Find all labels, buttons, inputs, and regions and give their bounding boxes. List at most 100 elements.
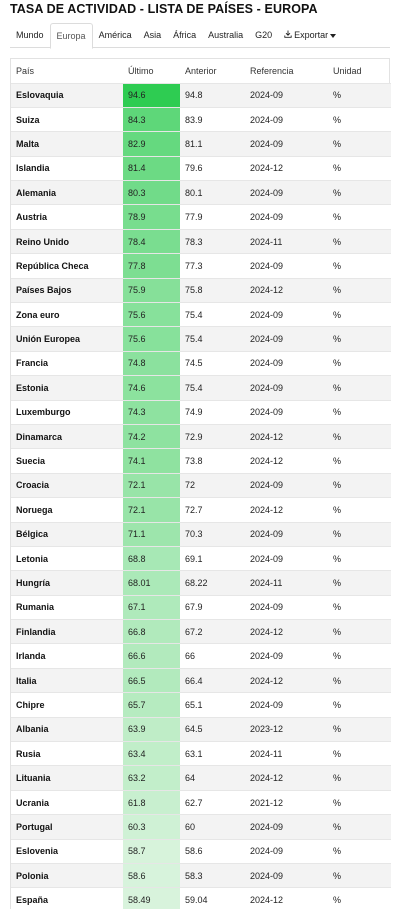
country-cell[interactable]: Islandia [16, 163, 50, 174]
country-cell[interactable]: Ucrania [16, 797, 50, 808]
country-cell[interactable]: Suecia [16, 456, 46, 467]
table-row: Islandia 81.4 79.6 2024-12% [11, 156, 391, 181]
unit-cell: % [333, 553, 342, 564]
table-row: España 58.49 59.04 2024-12% [11, 887, 391, 909]
country-cell[interactable]: Reino Unido [16, 236, 69, 247]
unit-cell: % [333, 114, 342, 125]
reference-cell: 2024-09 [250, 821, 284, 832]
country-cell[interactable]: Suiza [16, 114, 40, 125]
country-cell[interactable]: Estonia [16, 382, 49, 393]
last-value-cell: 74.1 [123, 448, 180, 474]
country-cell[interactable]: Bélgica [16, 529, 49, 540]
last-value-cell: 94.6 [123, 83, 180, 108]
country-cell[interactable]: Zona euro [16, 309, 60, 320]
download-icon [284, 30, 292, 38]
tab-mundo[interactable]: Mundo [16, 30, 44, 40]
column-header-unidad[interactable]: Unidad [333, 65, 362, 76]
last-value-cell: 63.2 [123, 765, 180, 791]
reference-cell: 2024-09 [250, 114, 284, 125]
reference-cell: 2024-09 [250, 480, 284, 491]
country-cell[interactable]: Albania [16, 724, 49, 735]
country-cell[interactable]: Alemania [16, 187, 57, 198]
country-cell[interactable]: Francia [16, 358, 49, 369]
country-cell[interactable]: Noruega [16, 504, 53, 515]
country-cell[interactable]: Portugal [16, 821, 53, 832]
previous-value-cell: 68.22 [185, 578, 208, 588]
tab-australia[interactable]: Australia [208, 30, 244, 40]
last-value-cell: 78.4 [123, 229, 180, 254]
reference-cell: 2024-09 [250, 260, 284, 271]
country-cell[interactable]: Letonia [16, 553, 49, 564]
tab-america[interactable]: América [98, 30, 132, 40]
previous-value-cell: 63.1 [185, 748, 203, 759]
country-cell[interactable]: Austria [16, 212, 48, 223]
country-cell[interactable]: Eslovenia [16, 846, 59, 857]
tab-asia[interactable]: Asia [143, 30, 162, 40]
tab-europa[interactable]: Europa [49, 23, 93, 49]
previous-value-cell: 67.9 [185, 602, 203, 613]
last-value-cell: 78.9 [123, 204, 180, 230]
unit-cell: % [333, 699, 342, 710]
table-row: Ucrania 61.8 62.7 2021-12% [11, 790, 391, 815]
column-header-referencia[interactable]: Referencia [250, 65, 294, 76]
reference-cell: 2024-12 [250, 773, 284, 784]
last-value-cell: 72.1 [123, 473, 180, 498]
table-row: Dinamarca 74.2 72.9 2024-12% [11, 424, 391, 449]
table-row: Suecia 74.1 73.8 2024-12% [11, 448, 391, 474]
country-cell[interactable]: Hungría [16, 578, 51, 588]
country-cell[interactable]: República Checa [16, 260, 89, 271]
last-value-cell: 75.9 [123, 278, 180, 303]
table-row: Italia 66.5 66.4 2024-12% [11, 668, 391, 693]
country-cell[interactable]: Polonia [16, 870, 49, 881]
country-cell[interactable]: Unión Europea [16, 334, 81, 345]
export-dropdown[interactable]: Exportar [278, 23, 342, 48]
tab-africa[interactable]: África [173, 30, 197, 40]
last-value-cell: 58.6 [123, 863, 180, 888]
table-row: Lituania 63.2 64 2024-12% [11, 765, 391, 791]
table-row: Luxemburgo 74.3 74.9 2024-09% [11, 400, 391, 425]
country-cell[interactable]: Chipre [16, 699, 45, 710]
country-cell[interactable]: Dinamarca [16, 431, 63, 442]
previous-value-cell: 75.8 [185, 285, 203, 296]
last-value-cell: 61.8 [123, 790, 180, 815]
previous-value-cell: 75.4 [185, 334, 203, 345]
table-row: Bélgica 71.1 70.3 2024-09% [11, 522, 391, 547]
table-row: Suiza 84.3 83.9 2024-09% [11, 107, 391, 132]
table-row: Reino Unido 78.4 78.3 2024-11% [11, 229, 391, 254]
country-cell[interactable]: Irlanda [16, 651, 46, 662]
unit-cell: % [333, 602, 342, 613]
table-row: Noruega 72.1 72.7 2024-12% [11, 497, 391, 523]
country-cell[interactable]: Lituania [16, 773, 51, 784]
country-cell[interactable]: Rumania [16, 602, 55, 613]
country-cell[interactable]: Croacia [16, 480, 50, 491]
previous-value-cell: 64 [185, 773, 196, 784]
last-value-cell: 72.1 [123, 497, 180, 523]
previous-value-cell: 69.1 [185, 553, 203, 564]
unit-cell: % [333, 358, 342, 369]
country-cell[interactable]: Finlandia [16, 626, 56, 637]
unit-cell: % [333, 138, 342, 149]
country-cell[interactable]: Rusia [16, 748, 41, 759]
last-value-cell: 68.8 [123, 546, 180, 571]
unit-cell: % [333, 578, 342, 588]
column-header-ultimo[interactable]: Último [128, 65, 154, 76]
tab-g20[interactable]: G20 [255, 30, 273, 40]
unit-cell: % [333, 456, 342, 467]
reference-cell: 2024-11 [250, 748, 283, 759]
previous-value-cell: 67.2 [185, 626, 203, 637]
reference-cell: 2024-11 [250, 236, 283, 247]
previous-value-cell: 72 [185, 480, 196, 491]
table-row: Austria 78.9 77.9 2024-09% [11, 204, 391, 230]
column-header-anterior[interactable]: Anterior [185, 65, 217, 76]
country-cell[interactable]: Países Bajos [16, 285, 72, 296]
column-header-pais[interactable]: País [16, 65, 35, 76]
country-cell[interactable]: Malta [16, 138, 40, 149]
country-cell[interactable]: Luxemburgo [16, 407, 71, 418]
last-value-cell: 65.7 [123, 692, 180, 718]
country-cell[interactable]: Italia [16, 675, 37, 686]
previous-value-cell: 83.9 [185, 114, 203, 125]
reference-cell: 2024-09 [250, 602, 284, 613]
country-cell[interactable]: España [16, 895, 49, 906]
country-cell[interactable]: Eslovaquia [16, 90, 64, 101]
last-value-cell: 74.3 [123, 400, 180, 425]
